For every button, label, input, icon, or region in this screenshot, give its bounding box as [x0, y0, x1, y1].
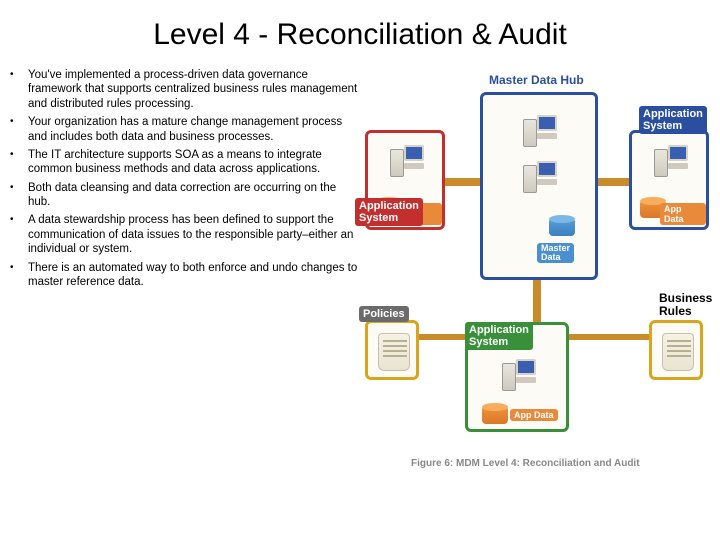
list-item: •Your organization has a mature change m…	[10, 115, 359, 144]
server-icon	[390, 141, 424, 179]
arrow-bizrules	[567, 334, 651, 340]
server-icon	[502, 355, 536, 393]
bullet-marker: •	[10, 181, 28, 210]
architecture-diagram: Master Data Hub MasterData App Data Appl…	[365, 60, 720, 520]
app-system-label: ApplicationSystem	[639, 106, 707, 134]
master-data-label: MasterData	[537, 243, 574, 263]
bullet-text: The IT architecture supports SOA as a me…	[28, 148, 359, 177]
app-system-right-box: App Data	[629, 130, 709, 230]
bullet-list-region: •You've implemented a process-driven dat…	[0, 60, 365, 530]
policies-box	[365, 320, 419, 380]
app-system-label: ApplicationSystem	[465, 322, 533, 350]
business-rules-label: BusinessRules	[659, 292, 712, 318]
scroll-icon	[662, 333, 694, 371]
master-data-hub-box: Master Data Hub MasterData	[480, 92, 598, 280]
arrow-down	[533, 278, 541, 324]
list-item: •A data stewardship process has been def…	[10, 213, 359, 256]
bullet-text: There is an automated way to both enforc…	[28, 261, 359, 290]
hub-label: Master Data Hub	[489, 73, 584, 87]
arrow-left	[443, 178, 481, 186]
arrow-right	[597, 178, 631, 186]
app-system-label: ApplicationSystem	[355, 198, 423, 226]
list-item: •There is an automated way to both enfor…	[10, 261, 359, 290]
scroll-icon	[378, 333, 410, 371]
list-item: •The IT architecture supports SOA as a m…	[10, 148, 359, 177]
content-row: •You've implemented a process-driven dat…	[0, 60, 720, 530]
bullet-marker: •	[10, 115, 28, 144]
app-data-label: App Data	[660, 203, 706, 225]
business-rules-box	[649, 320, 703, 380]
server-icon	[523, 111, 557, 149]
server-icon	[523, 157, 557, 195]
server-icon	[654, 141, 688, 179]
page-title: Level 4 - Reconciliation & Audit	[0, 0, 720, 60]
figure-caption: Figure 6: MDM Level 4: Reconciliation an…	[411, 458, 640, 469]
bullet-marker: •	[10, 213, 28, 256]
app-data-db-icon	[482, 403, 508, 425]
bullet-list: •You've implemented a process-driven dat…	[10, 68, 359, 289]
arrow-policies	[417, 334, 467, 340]
bullet-text: You've implemented a process-driven data…	[28, 68, 359, 111]
bullet-marker: •	[10, 261, 28, 290]
master-data-db-icon	[549, 215, 575, 237]
bullet-marker: •	[10, 68, 28, 111]
list-item: •Both data cleansing and data correction…	[10, 181, 359, 210]
bullet-text: A data stewardship process has been defi…	[28, 213, 359, 256]
bullet-text: Your organization has a mature change ma…	[28, 115, 359, 144]
bullet-text: Both data cleansing and data correction …	[28, 181, 359, 210]
bullet-marker: •	[10, 148, 28, 177]
list-item: •You've implemented a process-driven dat…	[10, 68, 359, 111]
app-data-label: App Data	[510, 409, 558, 421]
policies-label: Policies	[359, 306, 409, 322]
